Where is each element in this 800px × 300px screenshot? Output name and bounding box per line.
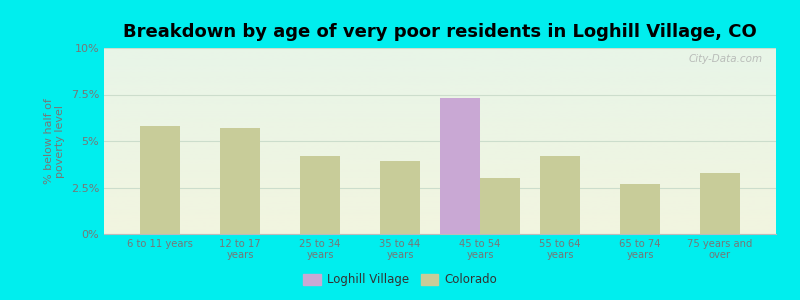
Bar [620, 184, 660, 234]
Legend: Loghill Village, Colorado: Loghill Village, Colorado [298, 269, 502, 291]
Bar [140, 126, 180, 234]
Y-axis label: % below half of
poverty level: % below half of poverty level [44, 98, 66, 184]
Bar [700, 172, 740, 234]
Bar [220, 128, 260, 234]
Text: City-Data.com: City-Data.com [689, 54, 762, 64]
Title: Breakdown by age of very poor residents in Loghill Village, CO: Breakdown by age of very poor residents … [123, 23, 757, 41]
Bar [480, 178, 520, 234]
Bar [540, 156, 580, 234]
Bar [300, 156, 340, 234]
Bar [380, 161, 420, 234]
Bar [440, 98, 480, 234]
